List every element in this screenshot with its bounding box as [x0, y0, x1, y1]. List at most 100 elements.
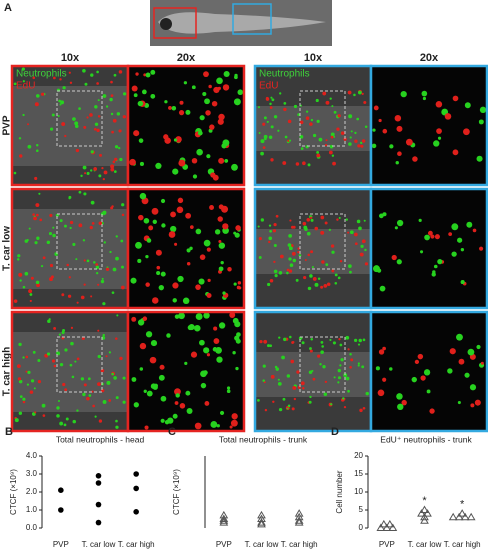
- cell: [195, 228, 202, 235]
- cell: [21, 67, 25, 71]
- cell: [284, 135, 288, 139]
- tissue: [12, 332, 128, 412]
- cell: [290, 225, 294, 229]
- cell: [221, 205, 229, 213]
- cell: [304, 227, 308, 232]
- cell: [33, 387, 36, 390]
- cell: [195, 284, 201, 290]
- data-point: [133, 485, 139, 492]
- cell: [68, 71, 71, 74]
- cell: [430, 234, 435, 239]
- y-axis-label: Cell number: [335, 470, 344, 513]
- cell: [168, 231, 176, 238]
- cell: [89, 225, 93, 230]
- cell: [282, 161, 287, 165]
- cell: [88, 394, 92, 397]
- cell: [300, 381, 305, 386]
- cell: [113, 170, 117, 174]
- data-point: [219, 516, 229, 524]
- cell: [139, 367, 144, 371]
- cell: [115, 256, 119, 261]
- cell: [312, 377, 316, 381]
- cell: [183, 81, 188, 85]
- cell: [174, 388, 181, 396]
- cell: [417, 353, 424, 360]
- cell: [156, 265, 161, 270]
- cell: [323, 283, 328, 288]
- cell: [82, 68, 86, 73]
- cell: [150, 339, 158, 347]
- cell: [197, 130, 203, 136]
- row-label: PVP: [2, 115, 13, 135]
- panel-label: D: [331, 426, 339, 438]
- cell: [288, 139, 292, 142]
- cell: [18, 137, 22, 140]
- y-tick-label: 0.0: [26, 523, 38, 532]
- cell: [361, 365, 365, 369]
- cell: [161, 223, 166, 228]
- cell: [119, 356, 123, 361]
- cell: [120, 239, 124, 243]
- cell: [360, 244, 364, 248]
- cell: [116, 314, 119, 317]
- cell: [458, 358, 465, 365]
- cell: [340, 131, 345, 135]
- cell: [131, 316, 137, 322]
- cell: [396, 393, 403, 400]
- data-point: [379, 519, 389, 528]
- data-point: [460, 512, 470, 521]
- cell: [394, 226, 398, 230]
- cell: [22, 356, 25, 359]
- cell: [22, 397, 26, 401]
- cell: [105, 267, 110, 271]
- cell: [63, 224, 67, 228]
- cell: [145, 255, 149, 259]
- cell: [310, 118, 314, 122]
- cell: [82, 392, 86, 397]
- cell: [141, 89, 147, 95]
- cell: [110, 112, 114, 116]
- cell: [356, 219, 361, 224]
- micrograph: [369, 310, 488, 433]
- cell: [275, 367, 279, 371]
- cell: [200, 382, 207, 389]
- cell: [448, 232, 453, 236]
- x-tick-label: PVP: [216, 540, 232, 549]
- cell: [279, 92, 282, 95]
- y-tick-label: 0: [359, 523, 364, 532]
- cell: [322, 91, 327, 96]
- cell: [309, 347, 312, 350]
- cell: [199, 254, 206, 260]
- cell: [268, 240, 271, 244]
- data-point: [219, 518, 229, 526]
- cell: [359, 252, 364, 257]
- cell: [220, 260, 224, 265]
- cell: [363, 219, 366, 222]
- cell: [185, 212, 192, 219]
- cell: [129, 158, 136, 166]
- micrograph: [126, 187, 246, 310]
- cell: [138, 214, 144, 221]
- micrograph: [369, 187, 488, 310]
- cell: [360, 144, 364, 148]
- cell: [353, 232, 358, 237]
- column-header: 10x: [61, 52, 80, 64]
- cell: [300, 147, 304, 150]
- micrograph-bg: [371, 189, 487, 308]
- cell: [437, 259, 443, 265]
- cell: [143, 73, 147, 77]
- legend-neutrophils: Neutrophils: [16, 69, 67, 80]
- cell: [302, 221, 307, 226]
- cell: [424, 234, 430, 241]
- cell: [219, 410, 225, 416]
- cell: [191, 85, 196, 90]
- cell: [268, 236, 273, 241]
- cell: [306, 231, 311, 236]
- cell: [57, 114, 60, 118]
- cell: [76, 301, 79, 304]
- cell: [69, 81, 73, 85]
- cell: [273, 260, 276, 264]
- data-point: [95, 519, 102, 526]
- cell: [114, 157, 118, 162]
- cell: [222, 291, 226, 295]
